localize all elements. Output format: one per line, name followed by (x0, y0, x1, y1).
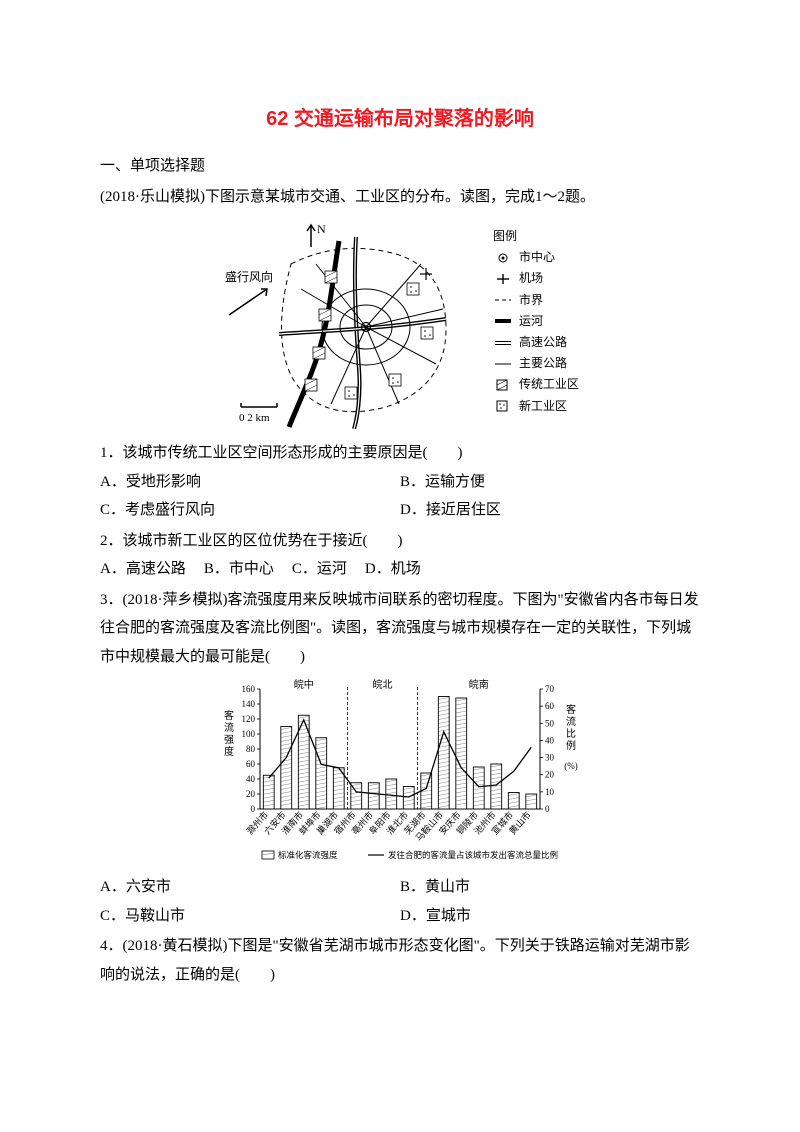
svg-text:皖北: 皖北 (373, 678, 393, 691)
scale-label: 0 2 km (239, 412, 270, 424)
legend-label: 运河 (519, 312, 543, 331)
q3-opt-a: A．六安市 (100, 873, 400, 902)
q2-opt-b: B．市中心 (204, 555, 274, 584)
svg-text:20: 20 (545, 770, 555, 780)
legend-item: 机场 (493, 269, 579, 288)
svg-text:例: 例 (566, 739, 576, 752)
svg-text:30: 30 (545, 753, 555, 763)
svg-text:客: 客 (224, 709, 234, 722)
q3-opts-row2: C．马鞍山市 D．宣城市 (100, 902, 700, 931)
q3-intro: 3．(2018·萍乡模拟)客流强度用来反映城市间联系的密切程度。下图为"安徽省内… (100, 586, 700, 672)
page-title: 62 交通运输布局对聚落的影响 (100, 100, 700, 138)
north-label: N (317, 222, 326, 236)
svg-text:40: 40 (545, 735, 555, 745)
svg-text:比: 比 (566, 728, 576, 740)
q1-stem: 1．该城市传统工业区空间形态形成的主要原因是( ) (100, 439, 700, 468)
q1-opts-row2: C．考虑盛行风向 D．接近居住区 (100, 496, 700, 525)
legend-label: 主要公路 (519, 354, 567, 373)
legend-label: 传统工业区 (519, 375, 579, 394)
svg-text:度: 度 (224, 745, 234, 758)
q2-opt-d: D．机场 (365, 555, 421, 584)
q3-opt-d: D．宣城市 (400, 902, 700, 931)
bar-line-chart-svg: 0 20 40 60 80 100 120 140 160 0 10 20 30 40 50 60 70 皖中 皖北… (220, 677, 580, 867)
q1-opt-b: B．运输方便 (400, 468, 700, 497)
svg-text:10: 10 (545, 787, 555, 797)
q1-opts-row1: A．受地形影响 B．运输方便 (100, 468, 700, 497)
svg-text:(%): (%) (564, 761, 578, 771)
svg-text:标准化客流强度: 标准化客流强度 (278, 850, 338, 860)
svg-text:120: 120 (242, 714, 256, 724)
svg-text:80: 80 (246, 744, 256, 754)
svg-text:70: 70 (545, 684, 555, 694)
q3-opt-b: B．黄山市 (400, 873, 700, 902)
svg-text:140: 140 (242, 699, 256, 709)
legend-item: 高速公路 (493, 333, 579, 352)
svg-text:20: 20 (246, 789, 256, 799)
q2-opt-a: A．高速公路 (100, 555, 186, 584)
city-map-svg: N 盛行风向 (221, 219, 481, 429)
q3-opts-row1: A．六安市 B．黄山市 (100, 873, 700, 902)
legend-label: 机场 (519, 269, 543, 288)
svg-text:0: 0 (545, 804, 550, 814)
q1-opt-c: C．考虑盛行风向 (100, 496, 400, 525)
legend-item: 新工业区 (493, 397, 579, 416)
svg-text:50: 50 (545, 718, 555, 728)
legend-label: 高速公路 (519, 333, 567, 352)
svg-text:皖中: 皖中 (294, 678, 314, 691)
svg-text:强: 强 (224, 734, 234, 746)
svg-text:皖南: 皖南 (469, 678, 489, 691)
q4-stem: 4．(2018·黄石模拟)下图是"安徽省芜湖市城市形态变化图"。下列关于铁路运输… (100, 932, 700, 989)
map-figure: N 盛行风向 (100, 219, 700, 429)
legend-item: 运河 (493, 312, 579, 331)
q2-opts: A．高速公路 B．市中心 C．运河 D．机场 (100, 555, 700, 584)
svg-text:发往合肥的客流量占该城市发出客流总量比例: 发往合肥的客流量占该城市发出客流总量比例 (388, 850, 558, 860)
svg-text:0: 0 (251, 804, 256, 814)
legend-item: 主要公路 (493, 354, 579, 373)
svg-text:客: 客 (566, 703, 576, 716)
q3-opt-c: C．马鞍山市 (100, 902, 400, 931)
legend-label: 新工业区 (519, 397, 567, 416)
svg-text:60: 60 (246, 759, 256, 769)
svg-text:160: 160 (242, 684, 256, 694)
legend-item: 传统工业区 (493, 375, 579, 394)
chart-figure: 0 20 40 60 80 100 120 140 160 0 10 20 30 40 50 60 70 皖中 皖北… (100, 677, 700, 867)
svg-text:40: 40 (246, 774, 256, 784)
map-legend: 图例 市中心 机场 市界 运河 高速公路 主要公路 传统工业区 (493, 219, 579, 429)
legend-label: 市界 (519, 291, 543, 310)
q2-stem: 2．该城市新工业区的区位优势在于接近( ) (100, 527, 700, 556)
legend-item: 市界 (493, 291, 579, 310)
legend-item: 市中心 (493, 248, 579, 267)
intro-text: (2018·乐山模拟)下图示意某城市交通、工业区的分布。读图，完成1～2题。 (100, 183, 700, 212)
wind-label: 盛行风向 (225, 269, 273, 284)
legend-label: 市中心 (519, 248, 555, 267)
legend-title: 图例 (493, 227, 579, 246)
q2-opt-c: C．运河 (292, 555, 347, 584)
section-heading: 一、单项选择题 (100, 152, 700, 181)
svg-text:流: 流 (224, 721, 234, 734)
svg-text:流: 流 (566, 715, 576, 728)
q1-opt-d: D．接近居住区 (400, 496, 700, 525)
svg-text:60: 60 (545, 701, 555, 711)
svg-text:100: 100 (242, 729, 256, 739)
q1-opt-a: A．受地形影响 (100, 468, 400, 497)
